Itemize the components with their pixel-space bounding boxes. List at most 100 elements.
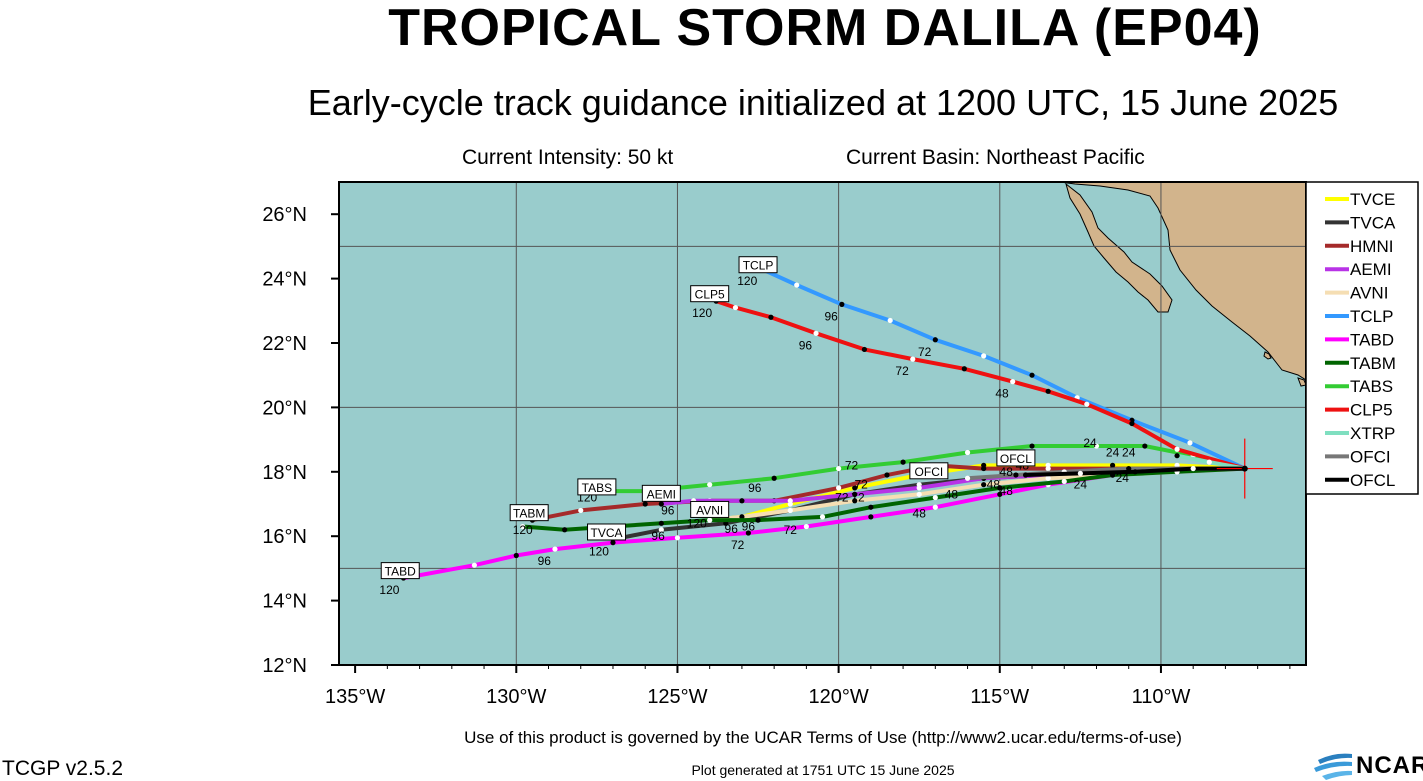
track-point-tabs (771, 475, 777, 481)
forecast-hour-label: 72 (835, 491, 849, 505)
version-label: TCGP v2.5.2 (2, 757, 123, 780)
track-tabs (601, 444, 1247, 494)
track-point-clp5 (768, 314, 774, 320)
track-point-tabs (900, 459, 906, 465)
track-point-tabm (707, 517, 713, 523)
track-point-clp5 (732, 304, 739, 311)
track-point-ofcl (1077, 470, 1083, 477)
track-point-tabm (1061, 478, 1067, 485)
forecast-hour-label: 72 (784, 523, 798, 537)
y-tick-label: 26°N (262, 204, 307, 226)
track-point-tabs (1142, 443, 1148, 449)
track-point-clp5 (1174, 446, 1180, 452)
forecast-hour-label: 24 (1116, 471, 1130, 485)
forecast-hour-label: 120 (692, 306, 712, 320)
forecast-hour-label: 96 (824, 309, 838, 323)
legend-box (1305, 181, 1419, 495)
forecast-hour-label: 48 (1000, 484, 1014, 498)
y-tick-label: 14°N (262, 591, 307, 613)
model-label: OFCL (1000, 452, 1032, 466)
track-point-tabd (513, 552, 519, 559)
terms-of-use: Use of this product is governed by the U… (464, 728, 1182, 747)
track-point-tclp (794, 282, 800, 288)
forecast-hour-label: 120 (379, 583, 399, 597)
island (1263, 351, 1272, 360)
model-label-box (641, 484, 681, 502)
track-point-tabm (755, 517, 761, 523)
forecast-hour-label: 96 (748, 481, 762, 495)
forecast-hour-label: 72 (918, 345, 932, 359)
track-point-avni (981, 482, 987, 488)
legend-label: TABD (1350, 330, 1394, 349)
track-point-avni (787, 507, 793, 514)
track-point-aemi (852, 491, 858, 497)
track-point-clp5 (1010, 379, 1016, 385)
forecast-hour-label: 72 (855, 478, 869, 492)
track-point-hmni (642, 501, 648, 507)
track-point-tabd (674, 535, 681, 541)
model-label: TABS (582, 481, 612, 495)
track-tvce (707, 463, 1247, 523)
track-point-tabd (745, 530, 751, 536)
track-point-tclp (981, 353, 987, 359)
legend-label: HMNI (1350, 237, 1393, 256)
track-point-hmni (578, 507, 584, 514)
track-point-aemi (739, 498, 745, 504)
model-label-box (380, 562, 420, 580)
forecast-hour-label: 96 (742, 520, 756, 534)
ncar-logo-icon (1314, 753, 1352, 780)
y-tick-label: 16°N (262, 526, 307, 548)
chart-title: TROPICAL STORM DALILA (EP04) (388, 0, 1262, 57)
forecast-hour-label: 120 (737, 274, 757, 288)
y-tick-label: 12°N (262, 655, 307, 677)
model-label-box (996, 449, 1036, 467)
track-point-xtrp (1174, 453, 1180, 459)
track-point-ofci (1126, 465, 1132, 472)
track-point-tabm (658, 520, 664, 526)
track-point-clp5 (1129, 420, 1135, 427)
track-point-tclp (1029, 372, 1035, 378)
track-point-tvca (658, 527, 664, 533)
track-point-clp5 (861, 346, 868, 353)
legend: TVCE TVCA HMNI AEMI AVNI TCLP TABD TABM TABS CLP5… (1305, 181, 1419, 495)
island (1297, 377, 1306, 387)
track-point-hmni (1045, 465, 1051, 472)
model-label: OFCI (915, 465, 944, 479)
track-point-tabs (964, 449, 971, 456)
model-label: TVCA (591, 526, 623, 540)
forecast-hour-label: 48 (945, 487, 959, 501)
track-point-clp5 (813, 330, 819, 336)
model-label: TABM (513, 507, 545, 521)
forecast-hour-label: 72 (895, 364, 909, 378)
forecast-hour-label: 120 (687, 516, 707, 530)
model-label-box (509, 504, 549, 522)
forecast-hour-label: 72 (851, 491, 865, 505)
model-label: TABD (385, 565, 416, 579)
track-point-tabd (803, 523, 809, 530)
track-point-aemi (787, 498, 793, 504)
track-point-tabd (868, 514, 874, 520)
model-label-box (587, 523, 627, 541)
track-point-clp5 (961, 366, 967, 372)
legend-label: XTRP (1350, 424, 1395, 443)
forecast-hour-label: 24 (1122, 445, 1136, 459)
land-layer (1059, 182, 1306, 387)
forecast-hour-label: 96 (799, 338, 813, 352)
model-label-box (738, 256, 778, 274)
x-tick-label: 130°W (486, 686, 546, 708)
track-point-ofcl (1022, 472, 1029, 478)
forecast-hour-label: 120 (589, 544, 609, 558)
legend-label: AVNI (1350, 284, 1388, 303)
legend-label: OFCI (1350, 447, 1391, 466)
track-point-tabm (932, 494, 938, 501)
legend-label: TVCE (1350, 190, 1395, 209)
model-label: AEMI (647, 487, 676, 501)
track-point-clp5 (910, 356, 916, 362)
track-point-hmni (884, 472, 890, 478)
axis-ticks: 135°W 130°W 125°W 120°W 115°W 110°W 12°N 14°N 16… (262, 204, 1291, 708)
track-point-tabm (868, 504, 874, 510)
track-point-ofcl (1190, 465, 1196, 472)
initial-position-dot (1241, 465, 1248, 472)
